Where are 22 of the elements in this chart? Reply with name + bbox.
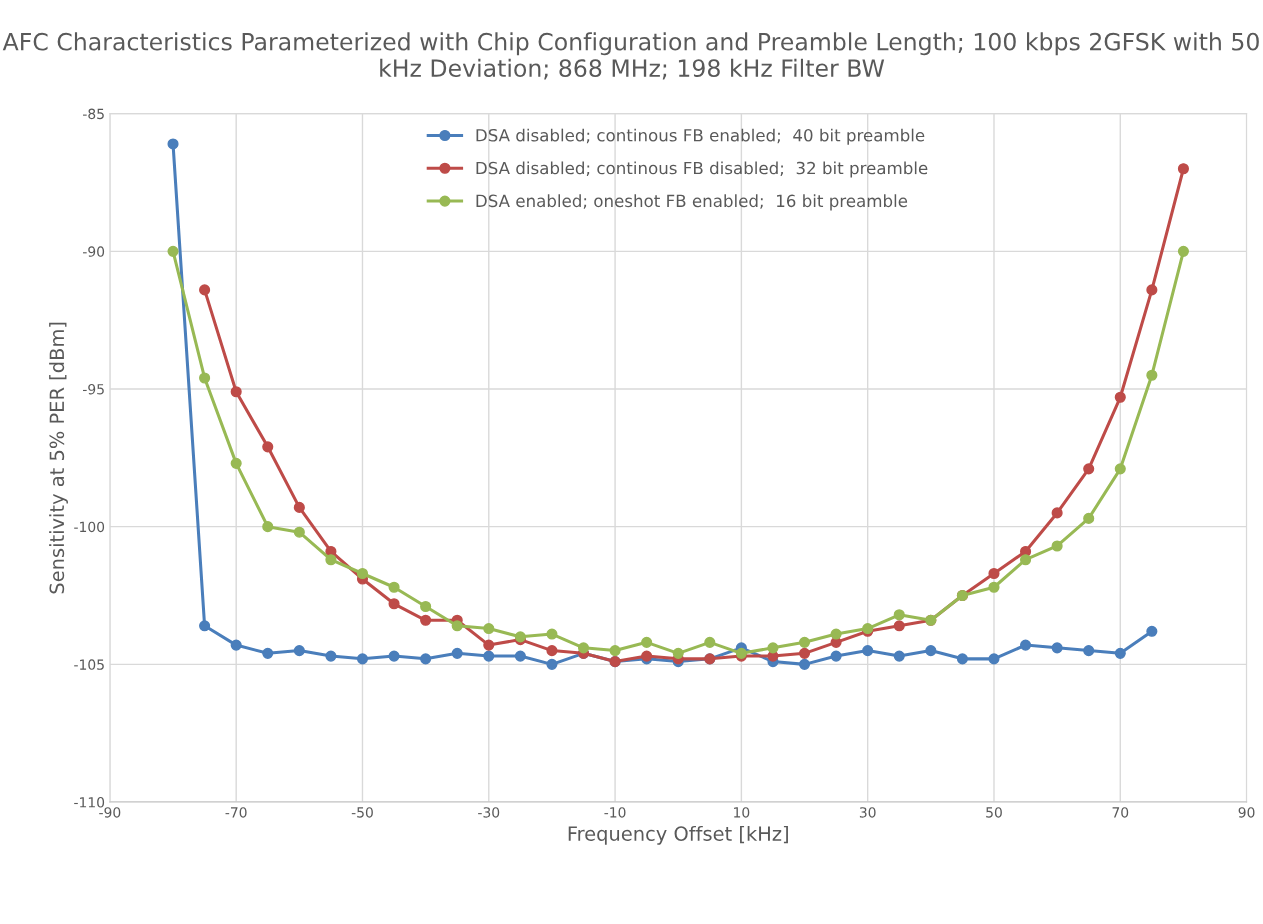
x-tick-label: 50 xyxy=(986,807,1002,818)
y-tick-label: -95 xyxy=(83,383,104,395)
x-tick-label: -70 xyxy=(225,807,247,818)
y-tick-label: -85 xyxy=(83,108,104,120)
legend-label: DSA enabled; oneshot FB enabled; 16 bit preamble xyxy=(476,194,908,211)
y-tick-label: -90 xyxy=(83,246,105,257)
y-tick-label: -110 xyxy=(74,797,105,808)
chart-title: AFC Characteristics Parameterized with Chip Configuration and Preamble Length; 100 kbps 2GFSK with 50 kHz Deviation; 868 MHz; 198 kHz Filter BW xyxy=(2,32,1259,80)
x-tick-label: 30 xyxy=(859,807,876,818)
legend-label: DSA disabled; continous FB enabled; 40 bit preamble xyxy=(476,128,925,145)
legend-label: DSA disabled; continous FB disabled; 32 bit preamble xyxy=(476,161,928,178)
x-tick-label: -90 xyxy=(99,807,121,818)
x-axis-title: Frequency Offset [kHz] xyxy=(568,825,788,845)
x-tick-label: -50 xyxy=(351,807,373,818)
x-tick-label: -10 xyxy=(604,807,626,818)
y-axis-title: Sensitivity at 5% PER [dBm] xyxy=(49,322,68,594)
x-tick-label: 10 xyxy=(734,807,750,818)
y-tick-label: -105 xyxy=(74,659,104,670)
x-tick-label: 90 xyxy=(1238,807,1255,818)
y-tick-label: -100 xyxy=(74,521,105,533)
x-tick-label: -30 xyxy=(478,807,500,818)
x-tick-label: 70 xyxy=(1112,807,1129,818)
